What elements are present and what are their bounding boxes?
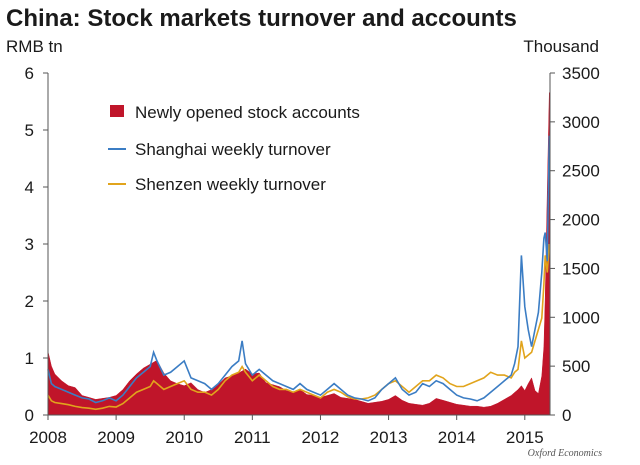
right-axis-unit-label: Thousand [523,37,599,56]
x-tick-label: 2009 [97,428,135,447]
left-tick-label: 0 [25,406,34,425]
legend-label-shanghai: Shanghai weekly turnover [135,140,331,159]
right-tick-label: 1500 [562,259,600,278]
x-tick-label: 2014 [438,428,476,447]
left-tick-label: 1 [25,349,34,368]
x-tick-label: 2008 [29,428,67,447]
left-tick-label: 4 [25,178,34,197]
shenzhen-line-series [47,243,551,411]
x-tick-label: 2015 [506,428,544,447]
source-note: Oxford Economics [528,448,602,459]
chart-title: China: Stock markets turnover and accoun… [6,5,517,32]
x-axis-ticks: 2008 2009 2010 2011 2012 2013 2014 2015 [29,415,544,447]
legend-label-shenzhen: Shenzen weekly turnover [135,175,326,194]
right-tick-label: 3500 [562,64,600,83]
right-tick-label: 3000 [562,113,600,132]
left-tick-label: 6 [25,64,34,83]
x-tick-label: 2012 [302,428,340,447]
legend-label-accounts: Newly opened stock accounts [135,103,360,122]
right-axis-ticks: 0 500 1000 1500 2000 2500 3000 3500 [550,64,600,425]
shanghai-line-series [47,135,551,404]
right-tick-label: 2500 [562,162,600,181]
x-tick-label: 2010 [165,428,203,447]
x-tick-label: 2011 [234,428,271,447]
plot-area [47,92,551,416]
left-tick-label: 5 [25,121,34,140]
right-tick-label: 500 [562,357,590,376]
legend: Newly opened stock accounts Shanghai wee… [108,103,360,194]
right-tick-label: 0 [562,406,571,425]
left-axis-unit-label: RMB tn [6,37,63,56]
left-tick-label: 3 [25,235,34,254]
legend-swatch-accounts [110,105,124,117]
right-tick-label: 1000 [562,308,600,327]
left-axis-ticks: 0 1 2 3 4 5 6 [25,64,48,425]
right-tick-label: 2000 [562,211,600,230]
left-tick-label: 2 [25,292,34,311]
accounts-area-series [47,92,550,416]
x-tick-label: 2013 [370,428,408,447]
